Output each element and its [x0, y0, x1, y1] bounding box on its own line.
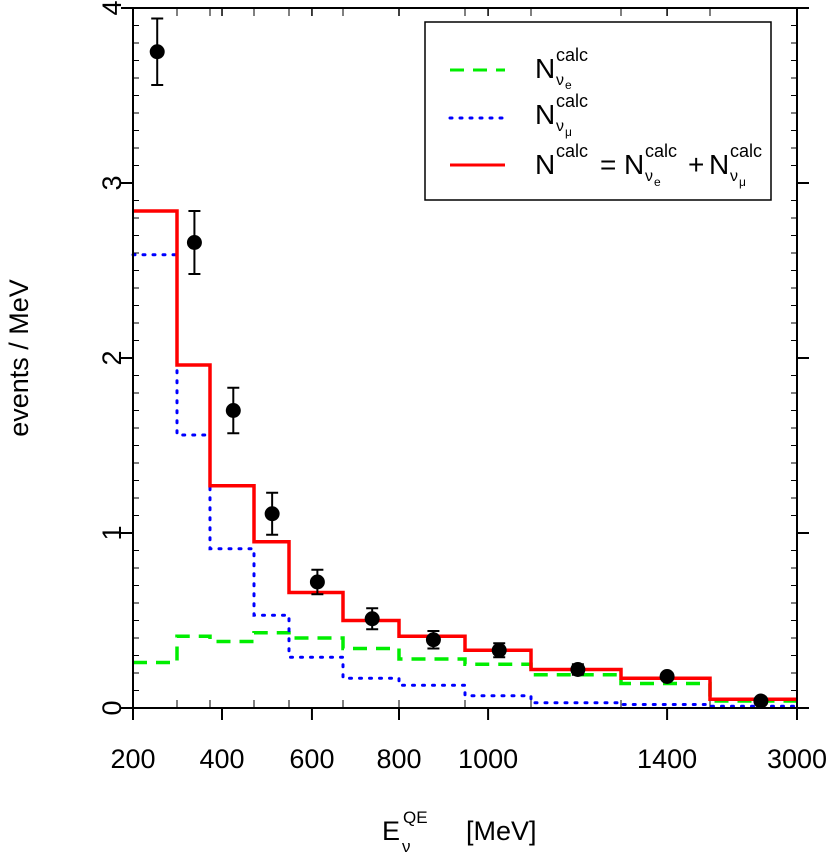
x-tick-label: 1400: [637, 744, 697, 774]
data-point: [264, 506, 280, 522]
data-point: [225, 403, 241, 418]
legend-box: [424, 21, 772, 201]
legend-term2-main: N: [709, 149, 729, 180]
legend-label-nue-sub: ν: [556, 72, 564, 89]
legend-label-nue-sup: calc: [556, 45, 588, 65]
x-axis-title-unit: [MeV]: [466, 816, 537, 846]
y-tick-label: 1: [97, 525, 127, 540]
data-point: [425, 632, 441, 648]
series-layer: [131, 209, 799, 708]
legend-equals: =: [600, 149, 616, 180]
legend-term2-sub: ν: [730, 168, 738, 185]
x-axis-title: E QE ν [MeV]: [382, 808, 537, 856]
x-tick-label: 800: [376, 744, 421, 774]
legend-label-numu-sup: calc: [556, 91, 588, 111]
x-axis-title-sub: ν: [402, 837, 411, 856]
data-point: [149, 44, 165, 60]
legend-label-total-sup: calc: [556, 141, 588, 161]
y-axis-title: events / MeV: [4, 279, 34, 437]
x-axis-title-base: E: [382, 816, 400, 846]
x-tick-label: 1000: [458, 744, 518, 774]
series-line-solid: [133, 209, 797, 701]
data-point: [570, 662, 586, 677]
axes: 0 1 2 3 4 200 400 600 800 1000 1400 3000: [97, 0, 827, 774]
data-point: [659, 669, 675, 684]
legend-label-nue-main: N: [535, 53, 555, 84]
y-tick-label: 4: [97, 0, 127, 15]
legend-label-numu-main: N: [535, 99, 555, 130]
legend-label-numu-sub: ν: [556, 118, 564, 135]
x-tick-label: 200: [110, 744, 155, 774]
legend-term1-sub: ν: [645, 168, 653, 185]
data-points: [149, 17, 769, 709]
data-point: [364, 611, 380, 627]
series-line-dotted: [131, 253, 799, 708]
data-point: [186, 235, 202, 250]
x-tick-label: 3000: [767, 744, 827, 774]
legend-label-nue-subsub: e: [565, 78, 572, 92]
series-line-dashed: [133, 631, 797, 703]
y-tick-label: 0: [97, 700, 127, 715]
legend-term2-sup: calc: [730, 141, 762, 161]
x-axis-title-sup: QE: [403, 808, 428, 827]
legend-term2-subsub: μ: [739, 175, 746, 189]
x-tick-label: 400: [199, 744, 244, 774]
data-point: [753, 693, 769, 709]
legend-term1-sup: calc: [645, 141, 677, 161]
y-tick-label: 2: [97, 350, 127, 365]
x-tick-label: 600: [289, 744, 334, 774]
legend-term1-subsub: e: [654, 175, 661, 189]
data-point: [491, 642, 507, 658]
legend: N calc ν e N calc ν μ N calc = N calc ν …: [424, 21, 772, 201]
y-tick-label: 3: [97, 175, 127, 190]
legend-label-total-main: N: [535, 149, 555, 180]
legend-term1-main: N: [624, 149, 644, 180]
data-point: [309, 574, 325, 590]
legend-label-numu-subsub: μ: [565, 125, 572, 139]
legend-plus: +: [688, 149, 704, 180]
